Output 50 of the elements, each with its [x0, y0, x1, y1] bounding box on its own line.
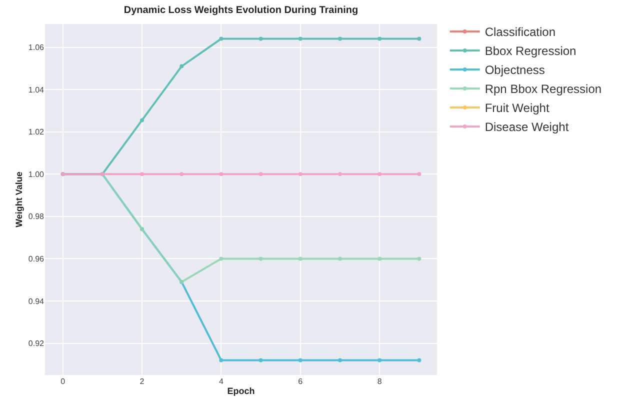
- point: [258, 172, 263, 176]
- point: [298, 358, 302, 362]
- y-axis-title: Weight Value: [14, 172, 24, 228]
- point: [219, 256, 224, 261]
- x-tick-label: 2: [140, 377, 145, 386]
- point: [219, 358, 224, 362]
- point: [219, 36, 224, 41]
- y-tick-label: 0.94: [28, 296, 45, 306]
- y-tick-label: 0.98: [28, 212, 45, 222]
- legend-label: Bbox Regression: [484, 44, 576, 58]
- point: [338, 36, 342, 41]
- point: [378, 36, 382, 41]
- y-tick-label: 1.06: [28, 43, 45, 52]
- y-tick-label: 0.96: [28, 254, 45, 264]
- point: [140, 172, 144, 176]
- point: [417, 256, 422, 261]
- point: [417, 36, 422, 41]
- point: [180, 64, 184, 68]
- point: [258, 358, 263, 362]
- x-tick-label: 8: [377, 377, 382, 386]
- point: [258, 256, 263, 261]
- point: [417, 358, 422, 362]
- y-tick-label: 1.00: [28, 170, 45, 179]
- point: [298, 36, 302, 41]
- x-axis-title: Epoch: [227, 386, 255, 396]
- point: [378, 172, 382, 176]
- legend-label: Disease Weight: [484, 120, 570, 134]
- point: [378, 358, 382, 362]
- point: [417, 172, 422, 176]
- legend-label: Fruit Weight: [484, 101, 550, 116]
- chart-title: Dynamic Loss Weights Evolution During Training: [124, 5, 358, 16]
- point: [258, 36, 263, 41]
- point: [219, 172, 224, 176]
- y-tick-label: 0.92: [28, 339, 45, 348]
- x-tick-label: 4: [218, 377, 224, 386]
- legend-label: Objectness: [484, 63, 545, 78]
- y-tick-label: 1.04: [28, 85, 45, 94]
- point: [180, 172, 184, 176]
- point: [298, 256, 302, 261]
- y-tick-label: 1.02: [28, 128, 45, 137]
- point: [378, 256, 382, 261]
- point: [298, 172, 302, 176]
- x-tick-label: 0: [60, 377, 66, 386]
- point: [338, 172, 342, 176]
- point: [140, 118, 144, 122]
- point: [338, 256, 342, 261]
- legend-label: Classification: [484, 25, 556, 40]
- x-tick-label: 6: [298, 377, 304, 386]
- point: [338, 358, 342, 362]
- legend-label: Rpn Bbox Regression: [484, 82, 602, 96]
